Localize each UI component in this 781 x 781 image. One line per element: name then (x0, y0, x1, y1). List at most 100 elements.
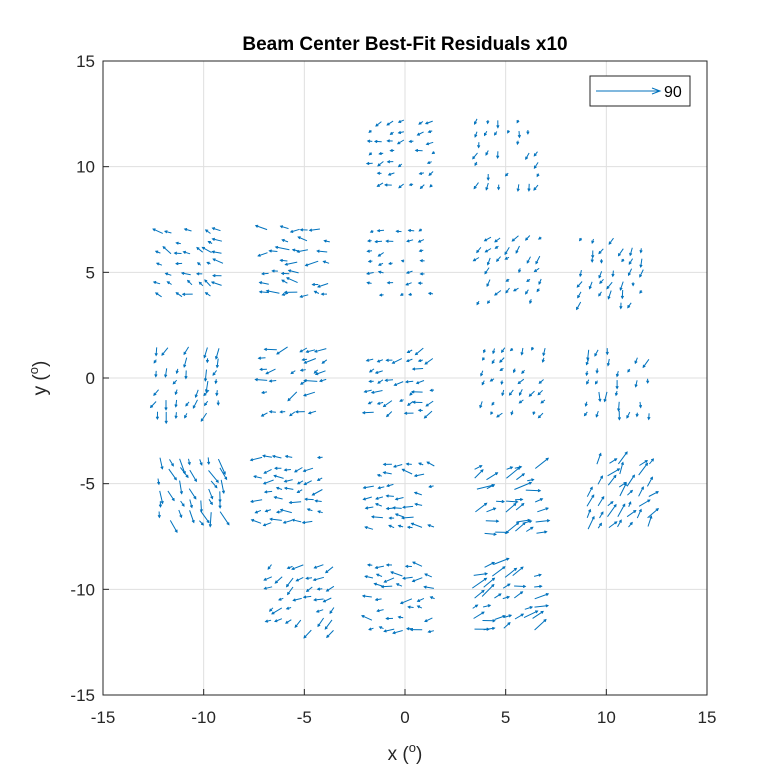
vector-arrow (150, 401, 157, 408)
vector-arrow-head (614, 521, 618, 525)
vector-arrow-head (212, 258, 216, 262)
vector-arrow-head (411, 367, 416, 371)
vector-arrow (638, 486, 644, 497)
vector-arrow-head (364, 526, 368, 530)
vector-arrow-head (258, 290, 263, 294)
vector-arrow (485, 182, 489, 190)
vector-arrow-head (496, 125, 500, 129)
vector-arrow-head (262, 454, 266, 458)
vector-arrow-head (209, 501, 213, 506)
vector-arrow-head (153, 392, 157, 396)
vector-arrow-head (203, 354, 207, 359)
vector-arrow-head (215, 392, 219, 397)
vector-arrow (492, 566, 506, 577)
vector-arrow-head (620, 295, 625, 300)
vector-arrow (308, 410, 317, 414)
vector-arrow-head (153, 360, 157, 364)
vector-arrow-head (387, 172, 392, 176)
vector-arrow-head (155, 416, 160, 421)
vector-arrow (365, 506, 374, 509)
vector-arrow (264, 586, 273, 590)
vector-arrow-head (407, 402, 411, 406)
vector-arrow-head (368, 627, 372, 631)
vector-arrow-head (486, 283, 490, 288)
vector-arrow-head (638, 404, 643, 409)
vector-arrow-head (589, 486, 593, 490)
vector-arrow-head (402, 576, 406, 580)
vector-arrow-head (413, 474, 418, 478)
vector-arrow-head (588, 286, 592, 290)
vector-arrow (514, 482, 532, 490)
vector-arrow (386, 495, 394, 497)
vector-arrow-head (417, 359, 422, 363)
axis-ticks: -15 -10 -5 0 5 10 15 -15 -10 -5 0 5 10 15 (70, 52, 716, 727)
vector-arrow-head (164, 374, 168, 378)
vector-field (149, 118, 660, 639)
vector-arrow-head (305, 576, 309, 580)
vector-arrow-head (206, 261, 210, 265)
vector-arrow-head (539, 584, 543, 589)
vector-arrow-head (428, 484, 432, 489)
vector-arrow-head (375, 496, 379, 500)
vector-cluster (472, 118, 540, 192)
vector-arrow-head (308, 228, 313, 232)
vector-arrow (483, 577, 495, 588)
vector-arrow (317, 283, 329, 288)
vector-arrow (303, 629, 312, 639)
vector-arrow (178, 509, 182, 518)
vector-arrow-head (382, 462, 387, 467)
vector-arrow (586, 487, 593, 497)
vector-arrow-head (174, 529, 178, 533)
vector-arrow-head (508, 392, 512, 396)
vector-arrow-head (203, 402, 208, 407)
vector-arrow-head (494, 239, 498, 243)
vector-arrow-head (261, 390, 265, 395)
vector-arrow (414, 492, 422, 496)
vector-arrow (576, 281, 583, 288)
vector-arrow-head (392, 464, 397, 468)
vector-arrow-head (536, 173, 540, 178)
vector-arrow (324, 619, 333, 630)
vector-arrow (533, 574, 542, 577)
vector-arrow (284, 469, 291, 471)
vector-arrow-head (473, 185, 477, 190)
vector-arrow (486, 472, 498, 481)
vector-arrow-head (412, 561, 416, 565)
vector-arrow (375, 121, 382, 127)
vector-arrow-head (250, 518, 255, 523)
vector-arrow-head (492, 507, 497, 511)
vector-arrow (619, 281, 624, 291)
vector-arrow-head (408, 183, 413, 187)
vector-arrow-head (537, 415, 542, 419)
vector-arrow-head (269, 517, 273, 521)
vector-arrow-head (533, 153, 537, 157)
vector-arrow-head (378, 626, 383, 630)
vector-arrow (375, 370, 383, 374)
vector-arrow-head (212, 372, 216, 376)
vector-arrow-head (296, 490, 300, 494)
vector-arrow-head (644, 460, 649, 464)
vector-arrow-head (325, 588, 330, 592)
vector-arrow-head (517, 134, 521, 139)
vector-arrow-head (429, 184, 433, 188)
vector-arrow-head (171, 497, 175, 502)
vector-arrow-head (528, 393, 532, 397)
vector-arrow-head (424, 121, 429, 125)
vector-arrow (192, 399, 198, 409)
vector-arrow (417, 597, 425, 602)
vector-arrow (534, 619, 547, 631)
vector-arrow-head (174, 404, 178, 408)
vector-arrow (476, 246, 482, 253)
vector-arrow-head (417, 281, 422, 285)
vector-arrow-head (579, 273, 583, 278)
vector-arrow (425, 400, 434, 407)
vector-arrow (486, 279, 491, 287)
vector-arrow (638, 499, 651, 507)
vector-arrow (169, 459, 174, 467)
vector-arrow (217, 458, 226, 475)
vector-arrow (383, 471, 392, 475)
vector-arrow (196, 247, 204, 253)
vector-arrow-head (533, 269, 538, 273)
vector-arrow (363, 485, 374, 489)
vector-arrow-head (182, 471, 186, 475)
